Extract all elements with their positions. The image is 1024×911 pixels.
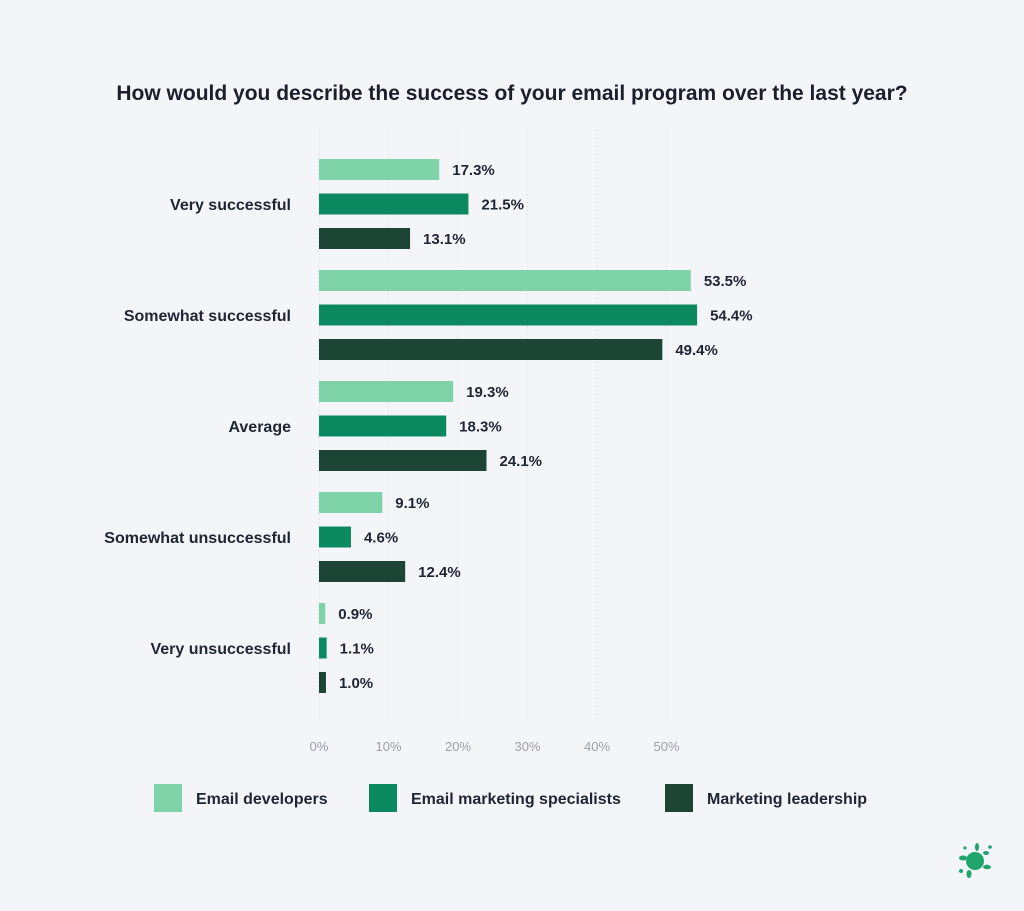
category-label: Somewhat successful xyxy=(124,308,291,325)
labels-layer: Very successful 17.3% 21.5% 13.1% Somewhat s… xyxy=(104,162,752,692)
category-label: Somewhat unsuccessful xyxy=(104,530,291,547)
x-tick-label: 10% xyxy=(375,739,401,754)
bar xyxy=(319,450,487,471)
data-label: 1.0% xyxy=(339,675,373,692)
category-label: Average xyxy=(228,419,291,436)
legend-item: Email marketing specialists xyxy=(369,784,621,812)
bar xyxy=(319,672,326,693)
data-label: 49.4% xyxy=(675,342,718,359)
data-label: 19.3% xyxy=(466,384,509,401)
bar xyxy=(319,159,440,180)
data-label: 17.3% xyxy=(452,162,495,179)
bar xyxy=(319,228,411,249)
bar xyxy=(319,603,326,624)
x-tick-label: 50% xyxy=(653,739,679,754)
legend-label: Marketing leadership xyxy=(707,791,867,808)
x-tick-label: 20% xyxy=(445,739,471,754)
data-label: 21.5% xyxy=(481,197,524,214)
bar xyxy=(319,339,663,360)
data-label: 13.1% xyxy=(423,231,466,248)
bar xyxy=(319,270,691,291)
x-tick-label: 30% xyxy=(514,739,540,754)
legend-swatch xyxy=(665,784,693,812)
category-label: Very successful xyxy=(170,197,291,214)
bar xyxy=(319,415,447,437)
legend: Email developers Email marketing speciali… xyxy=(154,784,867,812)
bars-layer xyxy=(319,159,698,693)
legend-label: Email marketing specialists xyxy=(411,791,621,808)
legend-item: Marketing leadership xyxy=(665,784,867,812)
data-label: 24.1% xyxy=(499,453,542,470)
bar xyxy=(319,526,351,548)
bar xyxy=(319,381,454,402)
bar xyxy=(319,561,406,582)
data-label: 4.6% xyxy=(364,530,398,547)
bar xyxy=(319,637,327,659)
legend-swatch xyxy=(154,784,182,812)
bar xyxy=(319,193,469,215)
data-label: 53.5% xyxy=(704,273,747,290)
data-label: 54.4% xyxy=(710,308,753,325)
legend-swatch xyxy=(369,784,397,812)
bar xyxy=(319,492,383,513)
legend-label: Email developers xyxy=(196,791,328,808)
splat-logo-icon xyxy=(959,843,992,878)
data-label: 9.1% xyxy=(395,495,429,512)
legend-item: Email developers xyxy=(154,784,328,812)
data-label: 12.4% xyxy=(418,564,461,581)
x-tick-label: 40% xyxy=(584,739,610,754)
data-label: 1.1% xyxy=(340,641,374,658)
ticks-layer: 0% 10% 20% 30% 40% 50% xyxy=(310,739,680,754)
data-label: 0.9% xyxy=(338,606,372,623)
data-label: 18.3% xyxy=(459,419,502,436)
chart-title: How would you describe the success of yo… xyxy=(116,82,907,105)
bar xyxy=(319,304,698,326)
category-label: Very unsuccessful xyxy=(150,641,291,658)
x-tick-label: 0% xyxy=(310,739,329,754)
